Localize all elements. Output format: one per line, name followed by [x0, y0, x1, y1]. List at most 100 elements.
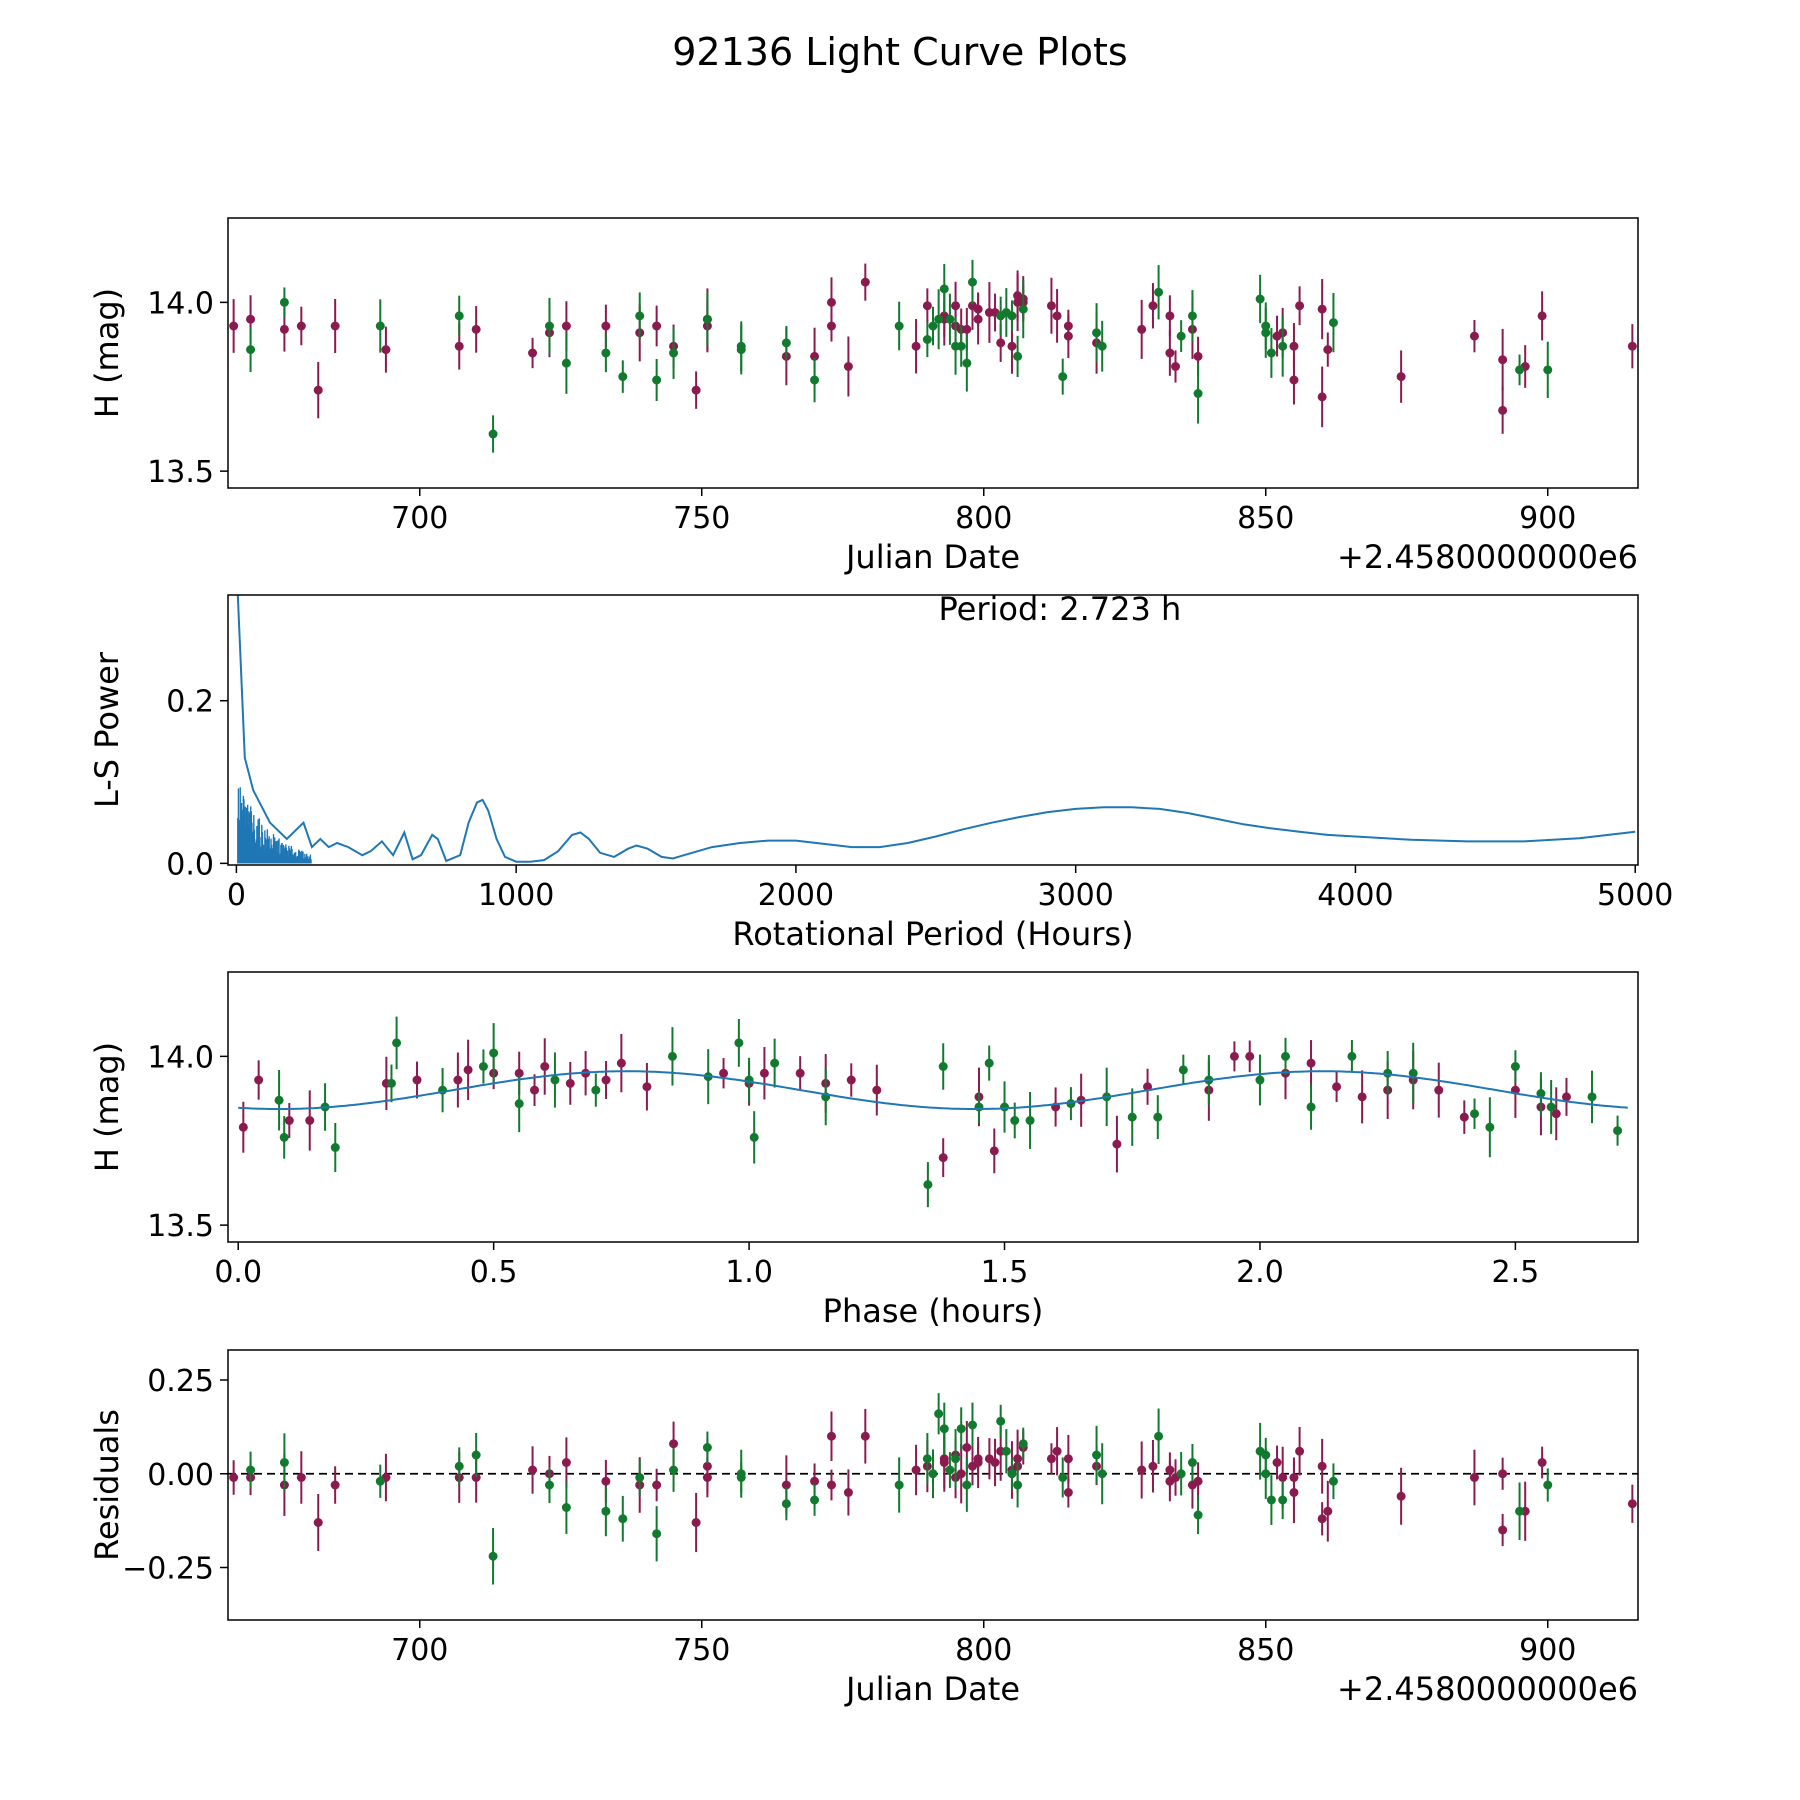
data-point — [951, 1454, 961, 1464]
data-point — [934, 1409, 944, 1419]
data-point — [540, 1062, 550, 1071]
data-point — [860, 1431, 870, 1441]
data-point — [974, 1102, 984, 1112]
data-point — [1459, 1112, 1469, 1122]
data-point — [843, 1488, 853, 1497]
data-point — [313, 385, 323, 395]
data-point — [956, 341, 966, 351]
data-point — [601, 1476, 611, 1486]
data-point — [922, 335, 932, 344]
data-point — [810, 1495, 820, 1505]
data-point — [1289, 341, 1299, 351]
data-point — [1097, 341, 1107, 351]
plot-area — [229, 259, 1637, 453]
data-point — [1245, 1051, 1255, 1061]
data-point — [1306, 1058, 1316, 1068]
data-point — [561, 358, 571, 368]
data-point — [770, 1058, 780, 1068]
data-point — [781, 338, 791, 348]
x-tick-label: 850 — [1237, 1633, 1294, 1668]
axes-frame — [227, 971, 1639, 1243]
data-point — [702, 1443, 712, 1452]
data-point — [872, 1085, 882, 1095]
data-point — [956, 1469, 966, 1479]
data-point — [922, 1454, 932, 1464]
data-point — [1176, 331, 1186, 341]
x-tick-label: 800 — [955, 501, 1012, 536]
data-point — [514, 1068, 524, 1078]
data-point — [454, 1461, 464, 1471]
x-tick-label: 1.0 — [725, 1255, 773, 1290]
data-point — [313, 1518, 323, 1527]
data-point — [1176, 1469, 1186, 1479]
data-point — [1537, 311, 1547, 321]
x-tick-label: 4000 — [1317, 878, 1393, 913]
data-point — [279, 324, 289, 334]
data-point — [1058, 372, 1068, 382]
data-point — [973, 314, 983, 324]
y-axis-label: H (mag) — [88, 288, 126, 418]
y-axis-label: Residuals — [88, 1409, 126, 1561]
data-point — [1092, 328, 1102, 338]
data-point — [962, 1443, 972, 1452]
data-point — [938, 1062, 948, 1071]
data-point — [1515, 365, 1525, 375]
data-point — [1112, 1139, 1122, 1149]
data-point — [601, 348, 611, 358]
periodogram-panel: 0 1000 2000 3000 4000 5000 0.0 0.2 Rotational Pe… — [88, 590, 1673, 953]
data-point — [894, 1480, 904, 1490]
data-point — [669, 1465, 679, 1475]
data-point — [544, 1480, 554, 1490]
series-green — [274, 1016, 1623, 1208]
data-point — [488, 429, 498, 439]
data-point — [1058, 1473, 1068, 1482]
data-point — [734, 1038, 744, 1048]
x-tick-label: 700 — [391, 501, 448, 536]
data-point — [618, 1514, 628, 1524]
data-point — [591, 1085, 601, 1095]
series-magenta — [229, 263, 1637, 434]
x-tick-label: 0.5 — [470, 1255, 518, 1290]
data-point — [996, 338, 1006, 348]
data-point — [544, 321, 554, 331]
data-point — [1323, 1506, 1333, 1516]
data-point — [471, 324, 481, 334]
data-point — [565, 1078, 575, 1088]
data-point — [1097, 1469, 1107, 1479]
data-point — [279, 297, 289, 307]
data-point — [1469, 1473, 1479, 1482]
data-point — [330, 1480, 340, 1490]
data-point — [956, 1424, 966, 1434]
y-tick-label: 14.0 — [147, 1040, 214, 1075]
data-point — [1357, 1092, 1367, 1102]
data-point — [973, 1458, 983, 1467]
data-point — [1165, 311, 1175, 321]
data-point — [826, 1431, 836, 1441]
data-point — [279, 1458, 289, 1467]
x-offset-label: +2.4580000000e6 — [1337, 1670, 1638, 1708]
data-point — [375, 321, 385, 331]
x-offset-label: +2.4580000000e6 — [1337, 538, 1638, 576]
data-point — [1470, 1109, 1480, 1119]
data-point — [601, 1506, 611, 1516]
data-point — [1347, 1051, 1357, 1061]
x-tick-label: 2000 — [758, 878, 834, 913]
data-point — [1498, 1525, 1508, 1535]
data-point — [330, 321, 340, 331]
axes-frame — [227, 217, 1639, 489]
axes-frame — [227, 1349, 1639, 1621]
data-point — [1052, 1446, 1062, 1456]
data-point — [1536, 1089, 1546, 1098]
data-point — [1328, 318, 1338, 328]
data-point — [911, 341, 921, 351]
data-point — [1278, 1495, 1288, 1505]
x-tick-label: 900 — [1519, 501, 1576, 536]
data-point — [296, 1473, 306, 1482]
y-tick-label: 0.25 — [147, 1364, 214, 1399]
data-point — [601, 1075, 611, 1085]
data-point — [635, 311, 645, 321]
data-point — [1613, 1126, 1623, 1136]
series-green — [246, 1393, 1553, 1585]
data-point — [1289, 375, 1299, 385]
